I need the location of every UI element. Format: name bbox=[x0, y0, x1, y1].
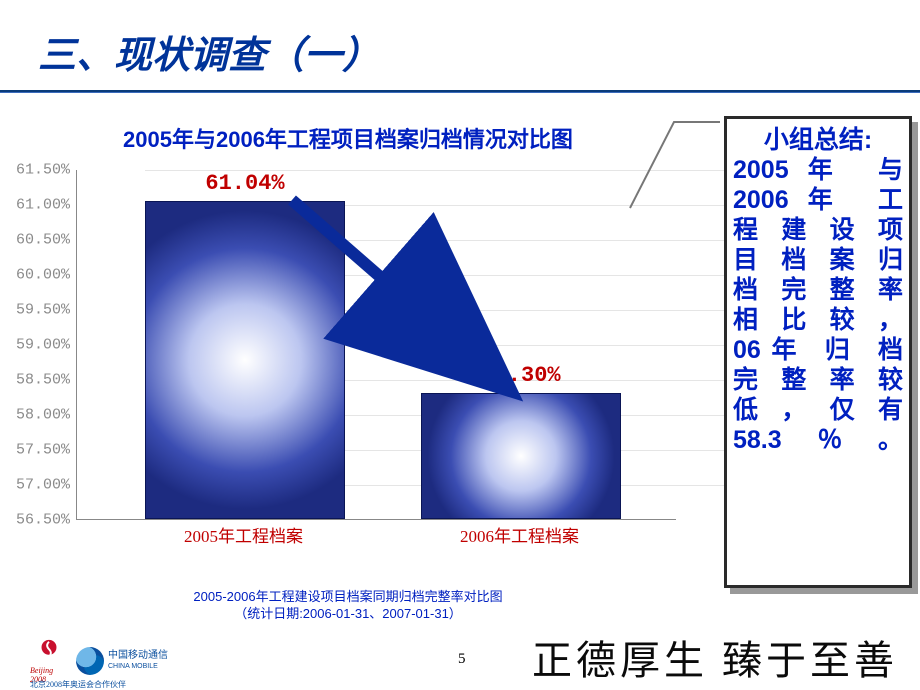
summary-line: 档 完 整 率 bbox=[733, 275, 903, 305]
olympic-logo-icon: Beijing 2008 bbox=[30, 638, 68, 684]
slide-title: 三、现状调查（一） bbox=[0, 0, 920, 79]
y-tick-label: 57.00% bbox=[8, 477, 76, 494]
china-mobile-logo-icon: 中国移动通信 CHINA MOBILE bbox=[76, 647, 168, 675]
y-tick-label: 60.50% bbox=[8, 232, 76, 249]
summary-line: 相 比 较 ， bbox=[733, 305, 903, 335]
bar-value-label: 58.30% bbox=[421, 363, 621, 388]
y-tick-label: 61.00% bbox=[8, 197, 76, 214]
y-tick-label: 58.00% bbox=[8, 407, 76, 424]
chart-caption: 2005-2006年工程建设项目档案同期归档完整率对比图 （统计日期:2006-… bbox=[8, 588, 688, 622]
summary-line: 程 建 设 项 bbox=[733, 215, 903, 245]
summary-line: 2005年 与 bbox=[733, 155, 903, 185]
y-tick-label: 60.00% bbox=[8, 267, 76, 284]
summary-header: 小组总结: bbox=[733, 125, 903, 155]
slide-footer: Beijing 2008 中国移动通信 CHINA MOBILE 北京2008年… bbox=[0, 630, 920, 690]
footer-logos: Beijing 2008 中国移动通信 CHINA MOBILE bbox=[30, 638, 168, 684]
y-tick-label: 61.50% bbox=[8, 162, 76, 179]
y-tick-label: 58.50% bbox=[8, 372, 76, 389]
bar-chart: 2005年与2006年工程项目档案归档情况对比图 56.50% 57.00% 57.… bbox=[8, 118, 688, 578]
y-tick-label: 59.50% bbox=[8, 302, 76, 319]
title-underline bbox=[0, 90, 920, 94]
y-tick-label: 59.00% bbox=[8, 337, 76, 354]
x-axis-label: 2005年工程档案 bbox=[184, 522, 303, 547]
content-area: 2005年与2006年工程项目档案归档情况对比图 56.50% 57.00% 57.… bbox=[0, 100, 920, 590]
summary-line: 完 整 率 较 bbox=[733, 365, 903, 395]
summary-line: 06年 归 档 bbox=[733, 335, 903, 365]
plot-area: 61.04% 58.30% bbox=[76, 170, 676, 520]
bar-value-label: 61.04% bbox=[145, 171, 345, 196]
footer-subtext: 北京2008年奥运会合作伙伴 bbox=[30, 679, 126, 690]
bar: 61.04% bbox=[145, 201, 345, 519]
summary-line: 目 档 案 归 bbox=[733, 245, 903, 275]
summary-box: 小组总结: 2005年 与2006年 工程 建 设 项目 档 案 归档 完 整 … bbox=[724, 116, 912, 588]
chart-title: 2005年与2006年工程项目档案归档情况对比图 bbox=[8, 118, 688, 154]
summary-line: 2006年 工 bbox=[733, 185, 903, 215]
y-tick-label: 56.50% bbox=[8, 512, 76, 529]
x-axis-label: 2006年工程档案 bbox=[460, 522, 579, 547]
y-tick-label: 57.50% bbox=[8, 442, 76, 459]
slide-title-bar: 三、现状调查（一） bbox=[0, 0, 920, 90]
bar: 58.30% bbox=[421, 393, 621, 519]
page-number: 5 bbox=[458, 651, 466, 668]
summary-line: 58.3％。 bbox=[733, 425, 903, 455]
footer-motto: 正德厚生 臻于至善 bbox=[532, 628, 898, 686]
summary-line: 低 ， 仅 有 bbox=[733, 395, 903, 425]
